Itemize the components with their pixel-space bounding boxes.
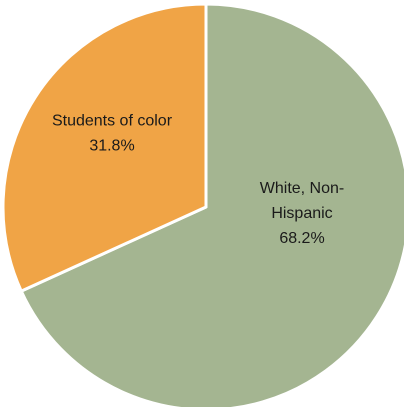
slice-category-label: Hispanic (271, 205, 332, 222)
slice-value-label: 31.8% (89, 138, 134, 155)
slice-value-label: 68.2% (279, 230, 324, 247)
slice-category-label: White, Non- (260, 180, 344, 197)
slice-label-1: Students of color 31.8% (52, 113, 173, 155)
pie-labels: White, Non- Hispanic 68.2% Students of colo… (52, 113, 344, 248)
slice-label-0: White, Non- Hispanic 68.2% (260, 180, 344, 247)
pie-slice-1 (1, 2, 208, 293)
pie-slice-0 (19, 2, 404, 407)
slice-category-label: Students of color (52, 113, 173, 130)
